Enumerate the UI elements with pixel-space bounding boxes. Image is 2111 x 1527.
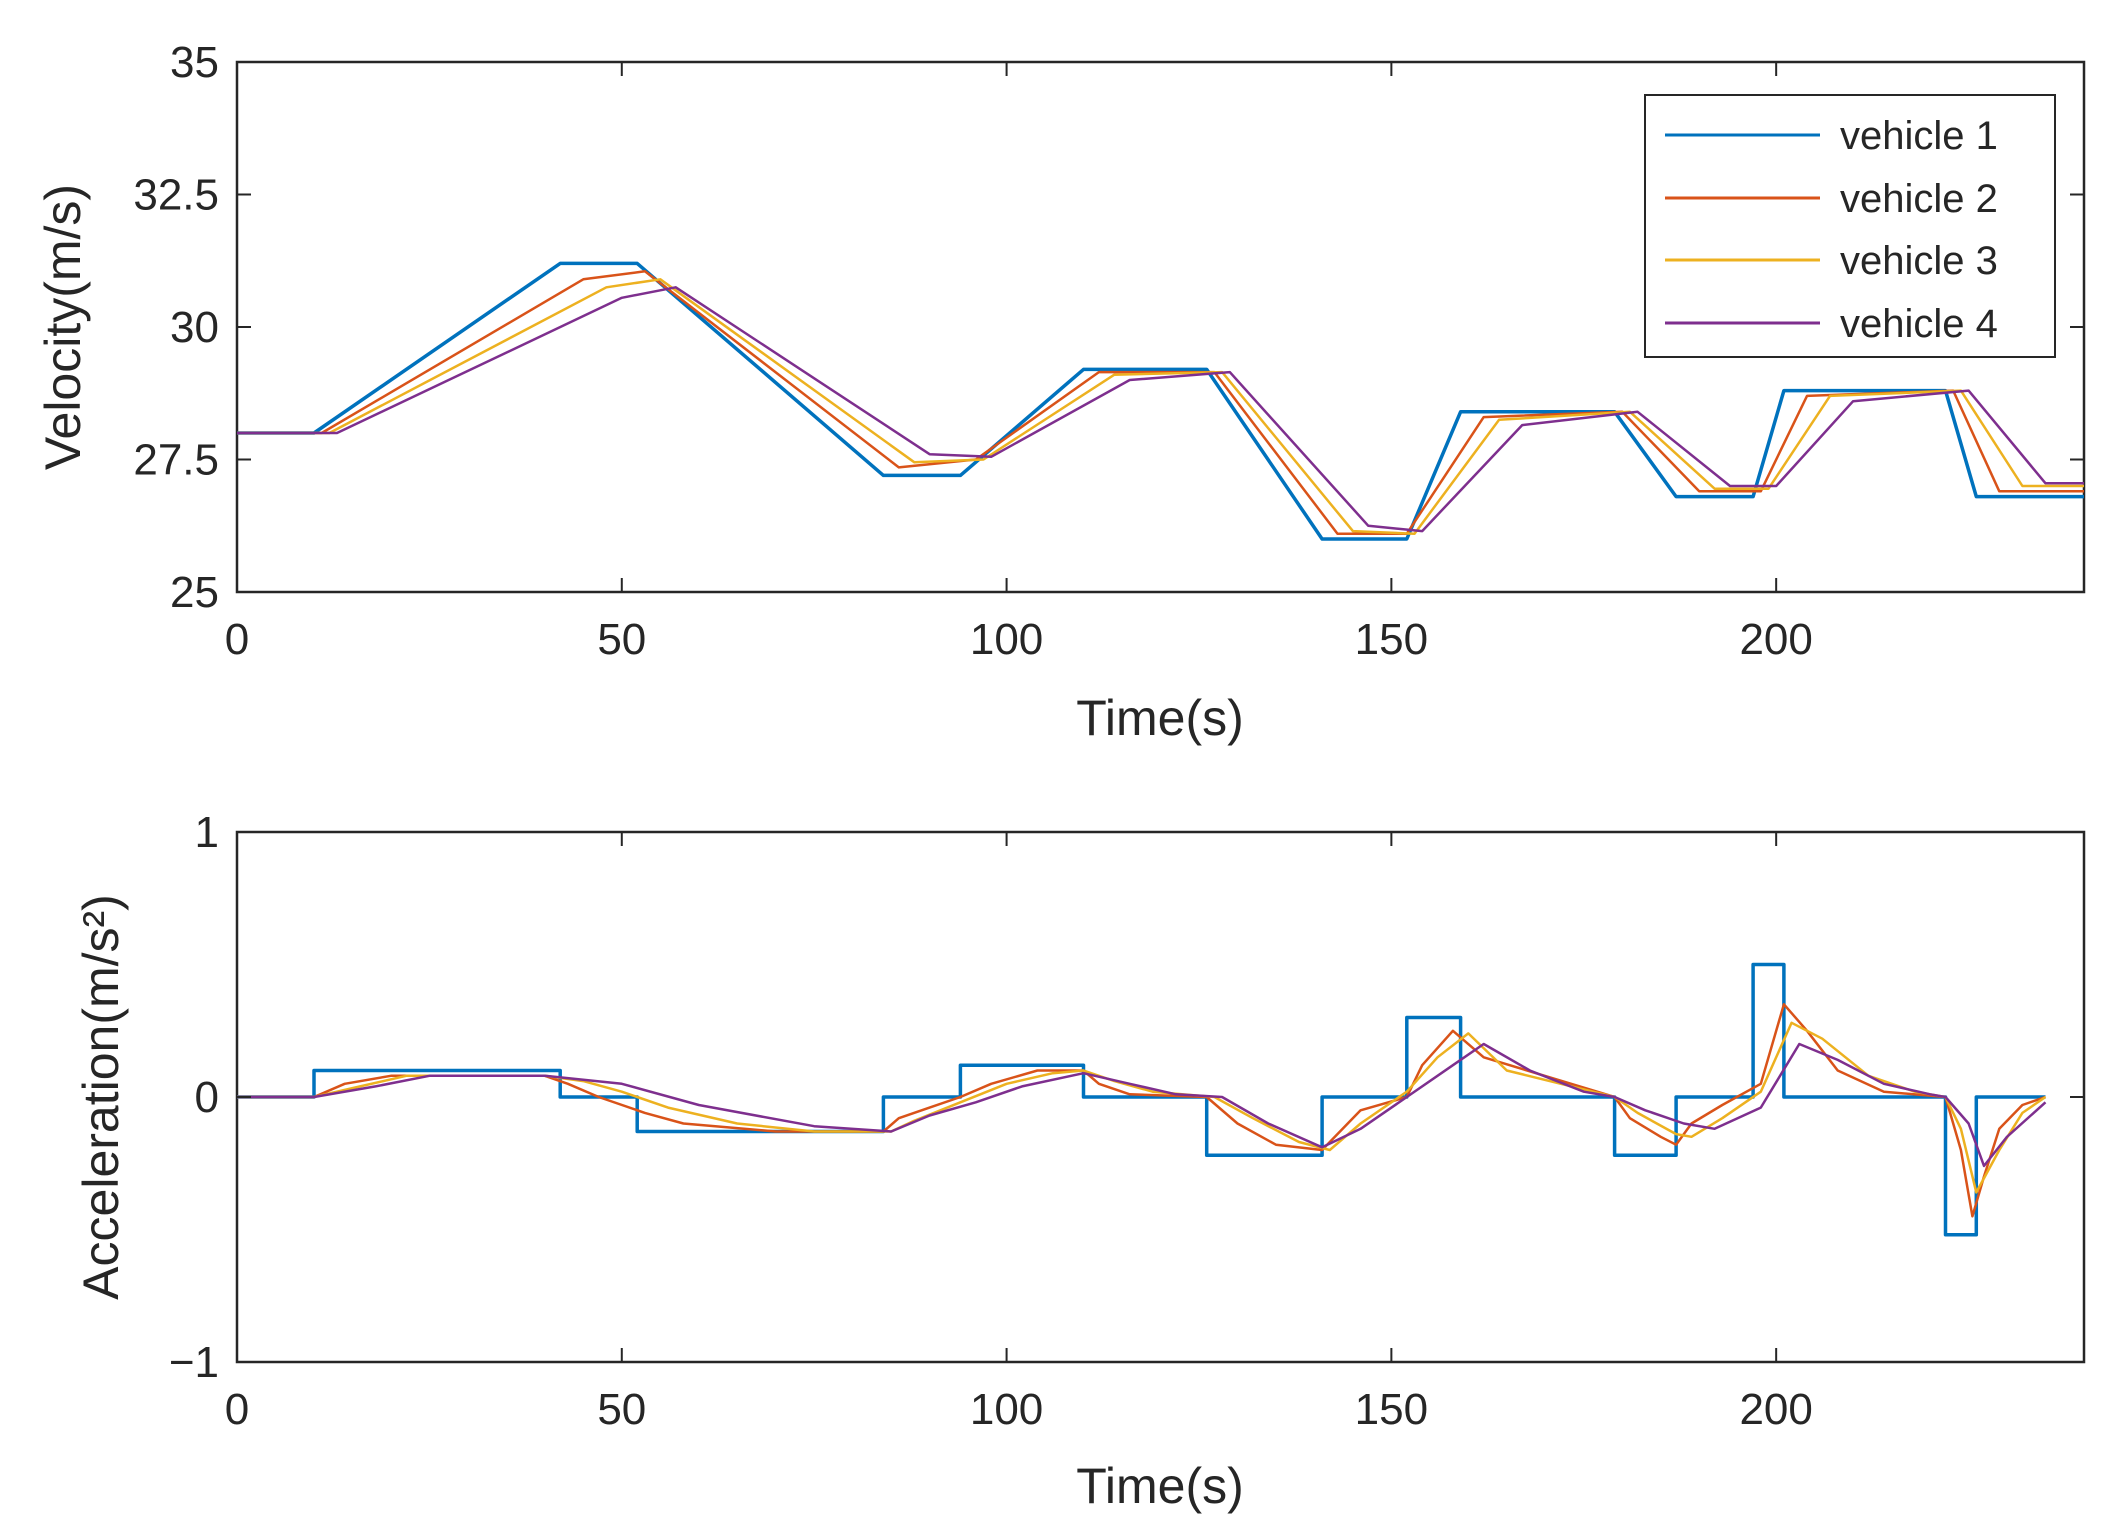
- legend: vehicle 1 vehicle 2 vehicle 3 vehicle 4: [1644, 94, 2056, 358]
- legend-box: [1644, 94, 2056, 358]
- velocity-ticks: 0 50 100 150 200 25 27.5 30 32.5 35: [133, 38, 2084, 664]
- acceleration-x-axis-label: Time(s): [1076, 1458, 1244, 1514]
- acceleration-x-tick-label: 50: [597, 1385, 646, 1434]
- acceleration-x-tick-label: 200: [1739, 1385, 1812, 1434]
- acceleration-y-tick-label: −1: [169, 1338, 219, 1387]
- velocity-x-tick-label: 100: [970, 615, 1043, 664]
- velocity-y-tick-label: 32.5: [133, 171, 219, 220]
- acceleration-series-vehicle-1: [237, 962, 2046, 1237]
- acceleration-ticks: 0 50 100 150 200−101: [169, 808, 2084, 1434]
- legend-label-vehicle-1: vehicle 1: [1840, 114, 1998, 158]
- velocity-plot: 0 50 100 150 200 25 27.5 30 32.5 35 Time(s) Veloc…: [35, 38, 2086, 746]
- velocity-y-tick-label: 35: [170, 38, 219, 87]
- acceleration-y-tick-label: 0: [195, 1073, 219, 1122]
- velocity-y-tick-label: 25: [170, 568, 219, 617]
- velocity-x-tick-label: 50: [597, 615, 646, 664]
- acceleration-x-tick-label: 0: [225, 1385, 249, 1434]
- velocity-x-axis-label: Time(s): [1076, 690, 1244, 746]
- acceleration-plot: 0 50 100 150 200−101 Time(s) Acceleration(m/…: [73, 808, 2086, 1514]
- velocity-series-vehicle-3: [237, 278, 2084, 535]
- velocity-x-tick-label: 200: [1739, 615, 1812, 664]
- velocity-series-vehicle-4: [237, 286, 2084, 533]
- acceleration-y-tick-label: 1: [195, 808, 219, 857]
- legend-label-vehicle-3: vehicle 3: [1840, 239, 1998, 283]
- acceleration-series-group: [237, 962, 2047, 1237]
- velocity-y-tick-label: 30: [170, 303, 219, 352]
- velocity-series-group: [237, 261, 2084, 541]
- acceleration-y-axis-label: Acceleration(m/s²): [73, 894, 129, 1300]
- velocity-y-tick-label: 27.5: [133, 436, 219, 485]
- acceleration-x-tick-label: 100: [970, 1385, 1043, 1434]
- legend-label-vehicle-2: vehicle 2: [1840, 177, 1998, 221]
- velocity-x-tick-label: 0: [225, 615, 249, 664]
- acceleration-x-tick-label: 150: [1355, 1385, 1428, 1434]
- velocity-series-vehicle-1: [237, 261, 2084, 541]
- velocity-y-axis-label: Velocity(m/s): [35, 184, 91, 470]
- acceleration-series-vehicle-2: [237, 1003, 2046, 1218]
- acceleration-series-vehicle-4: [237, 1042, 2047, 1168]
- legend-label-vehicle-4: vehicle 4: [1840, 302, 1998, 346]
- velocity-x-tick-label: 150: [1355, 615, 1428, 664]
